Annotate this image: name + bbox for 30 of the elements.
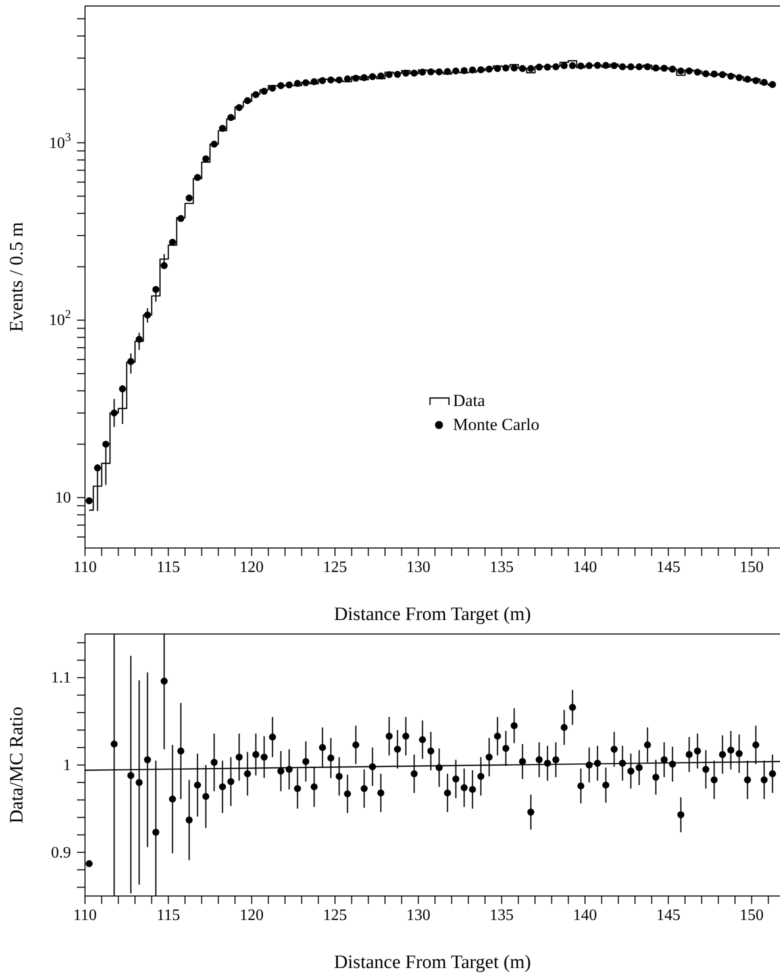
x-tick-label: 140 (573, 559, 597, 576)
y-tick-label: 10$^{2}$ (49, 307, 71, 330)
y-axis-title: Events / 0.5 m (6, 222, 28, 332)
x-tick-label: 115 (156, 559, 180, 576)
x-tick-label: 110 (73, 907, 97, 924)
y-tick-label: 10$^{3}$ (49, 130, 71, 152)
x-tick-label: 150 (740, 907, 764, 924)
x-tick-label: 130 (406, 559, 430, 576)
x-axis-title: Distance From Target (m) (334, 604, 531, 625)
x-tick-label: 145 (656, 559, 680, 576)
legend-label: Monte Carlo (453, 414, 540, 436)
x-tick-label: 120 (240, 559, 264, 576)
y-tick-label: 1.1 (51, 670, 71, 687)
x-axis-title: Distance From Target (m) (334, 952, 531, 973)
x-tick-label: 125 (323, 907, 347, 924)
x-tick-label: 135 (490, 559, 514, 576)
x-tick-label: 120 (240, 907, 264, 924)
x-tick-label: 130 (406, 907, 430, 924)
legend-label: Data (453, 390, 486, 412)
x-tick-label: 110 (73, 559, 97, 576)
x-tick-label: 135 (490, 907, 514, 924)
x-tick-label: 125 (323, 559, 347, 576)
y-tick-label: 10 (55, 490, 71, 507)
x-tick-label: 145 (656, 907, 680, 924)
y-axis-title: Data/MC Ratio (6, 706, 28, 824)
y-tick-label: 1 (63, 757, 71, 774)
x-tick-label: 140 (573, 907, 597, 924)
x-tick-label: 150 (740, 559, 764, 576)
x-tick-label: 115 (156, 907, 180, 924)
y-tick-label: 0.9 (51, 844, 71, 862)
